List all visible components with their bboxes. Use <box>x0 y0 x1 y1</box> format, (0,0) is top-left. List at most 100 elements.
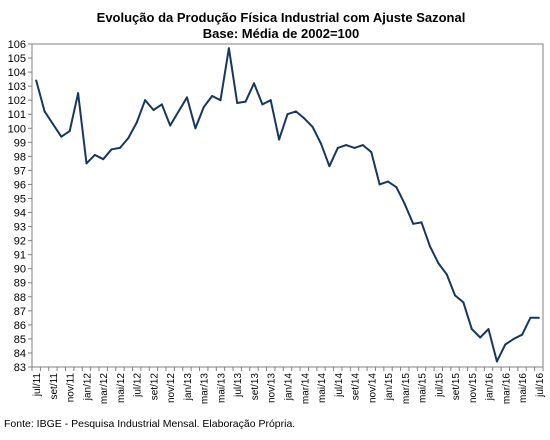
x-tick-label: mai/15 <box>418 373 429 403</box>
data-point <box>185 96 188 99</box>
y-tick-label: 102 <box>8 95 26 107</box>
x-tick-label: set/11 <box>49 373 60 400</box>
data-point <box>177 110 180 113</box>
y-tick-label: 93 <box>14 222 26 234</box>
y-tick-label: 92 <box>14 236 26 248</box>
x-tick-label: jul/15 <box>434 373 445 398</box>
data-point <box>403 203 406 206</box>
data-point <box>261 103 264 106</box>
x-tick-label: nov/11 <box>66 373 77 403</box>
x-tick-label: mai/13 <box>216 373 227 403</box>
x-tick-label: jan/13 <box>183 373 194 402</box>
x-tick-label: jul/12 <box>133 373 144 398</box>
x-tick-label: mar/16 <box>501 373 512 405</box>
x-tick-label: jul/13 <box>233 373 244 398</box>
y-tick-label: 95 <box>14 193 26 205</box>
y-tick-label: 96 <box>14 179 26 191</box>
y-tick-label: 103 <box>8 81 26 93</box>
data-point <box>303 117 306 120</box>
data-point <box>311 125 314 128</box>
data-point <box>77 92 80 95</box>
data-point <box>320 142 323 145</box>
x-tick-label: jan/15 <box>384 373 395 402</box>
y-tick-label: 87 <box>14 306 26 318</box>
x-tick-label: jul/16 <box>535 373 546 398</box>
data-point <box>495 360 498 363</box>
data-point <box>110 148 113 151</box>
data-point <box>118 146 121 149</box>
x-tick-label: mai/14 <box>317 373 328 403</box>
data-point <box>445 273 448 276</box>
data-point <box>211 94 214 97</box>
y-tick-label: 84 <box>14 348 26 360</box>
plot-area <box>31 43 544 368</box>
data-point <box>336 146 339 149</box>
x-tick-label: mar/15 <box>401 373 412 405</box>
y-tick-label: 101 <box>8 109 26 121</box>
y-tick-label: 90 <box>14 264 26 276</box>
data-point <box>244 100 247 103</box>
x-tick-label: nov/15 <box>468 373 479 403</box>
x-tick-label: mai/16 <box>518 373 529 403</box>
data-point <box>202 106 205 109</box>
data-point <box>144 99 147 102</box>
data-point <box>85 162 88 165</box>
data-point <box>93 153 96 156</box>
data-point <box>353 146 356 149</box>
data-point <box>521 333 524 336</box>
y-tick-label: 105 <box>8 53 26 65</box>
x-tick-label: jul/14 <box>334 373 345 398</box>
y-tick-label: 100 <box>8 123 26 135</box>
data-point <box>236 101 239 104</box>
data-point <box>269 99 272 102</box>
y-tick-label: 91 <box>14 250 26 262</box>
x-tick-label: nov/13 <box>267 373 278 403</box>
data-point <box>537 316 540 319</box>
y-tick-label: 98 <box>14 151 26 163</box>
data-point <box>479 336 482 339</box>
data-point <box>227 47 230 50</box>
data-points <box>35 47 540 363</box>
y-tick-label: 106 <box>8 39 26 51</box>
data-point <box>378 183 381 186</box>
data-point <box>487 328 490 331</box>
y-axis: 83 84 85 86 87 88 89 90 91 92 93 94 95 96 97 98 99 100 101… <box>8 39 32 374</box>
x-tick-label: mar/13 <box>200 373 211 405</box>
data-point <box>127 137 130 140</box>
data-point <box>60 135 63 138</box>
data-point <box>169 124 172 127</box>
data-point <box>412 222 415 225</box>
y-tick-label: 88 <box>14 292 26 304</box>
data-point <box>35 79 38 82</box>
data-point <box>286 113 289 116</box>
data-point <box>504 343 507 346</box>
y-tick-label: 83 <box>14 362 26 374</box>
y-tick-label: 97 <box>14 165 26 177</box>
chart-subtitle: Base: Média de 2002=100 <box>203 26 359 41</box>
x-tick-label: mai/12 <box>116 373 127 403</box>
data-point <box>361 144 364 147</box>
data-point <box>68 130 71 133</box>
data-point <box>328 165 331 168</box>
data-point <box>512 337 515 340</box>
y-tick-label: 85 <box>14 334 26 346</box>
data-point <box>294 110 297 113</box>
data-point <box>420 221 423 224</box>
y-tick-label: 104 <box>8 67 26 79</box>
y-tick-label: 86 <box>14 320 26 332</box>
data-point <box>135 121 138 124</box>
x-tick-label: set/12 <box>149 373 160 401</box>
chart-title: Evolução da Produção Física Industrial c… <box>97 10 466 25</box>
data-point <box>437 262 440 265</box>
data-point <box>454 294 457 297</box>
x-tick-label: set/14 <box>351 373 362 401</box>
y-tick-label: 94 <box>14 208 26 220</box>
x-tick-label: set/13 <box>250 373 261 401</box>
data-point <box>395 186 398 189</box>
data-point <box>160 103 163 106</box>
data-point <box>152 109 155 112</box>
x-tick-label: mar/12 <box>99 373 110 405</box>
data-point <box>278 138 281 141</box>
data-point <box>345 144 348 147</box>
